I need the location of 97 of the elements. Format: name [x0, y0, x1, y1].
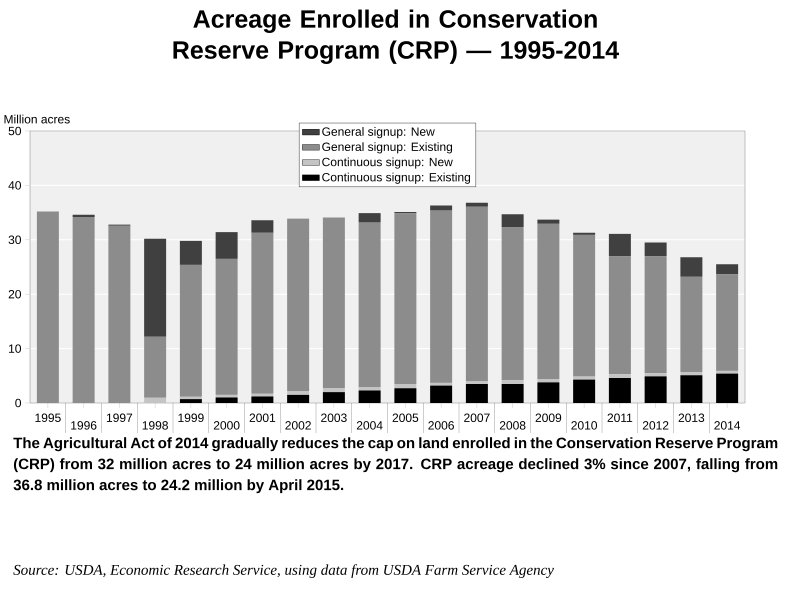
bar: [502, 227, 524, 380]
bar: [180, 264, 202, 396]
bar: [466, 202, 488, 207]
bar: [502, 214, 524, 228]
x-tick-label: 2006: [428, 421, 454, 430]
x-tick-label: 1997: [106, 414, 132, 422]
bar: [322, 217, 345, 388]
bar: [608, 378, 631, 403]
x-tick-label: 2001: [250, 414, 276, 422]
y-tick-label: 20: [8, 290, 22, 298]
bar: [358, 390, 381, 403]
x-tick-label: 2004: [356, 421, 383, 430]
legend-label: General signup: New: [322, 127, 435, 138]
bar: [537, 220, 560, 224]
text: Source: USDA, Economic Research Service, using data from USDA Farm Service Agency: [13, 564, 554, 578]
chart-title: Acreage Enrolled in Conservation Reserve Program (CRP) — 1995-2014: [173, 10, 620, 64]
bar: [466, 206, 488, 382]
y-tick-label: 50: [8, 126, 22, 136]
bar: [216, 398, 238, 403]
bar: [430, 206, 452, 210]
bar: [180, 399, 202, 403]
bar: [144, 336, 166, 398]
bar: [322, 392, 345, 403]
x-tick-label: 2011: [608, 414, 632, 422]
x-tick-label: 2003: [321, 414, 347, 422]
x-tick-label: 2007: [464, 414, 490, 422]
bar: [608, 374, 631, 378]
bar: [502, 380, 524, 384]
bar: [430, 210, 452, 383]
bar: [680, 375, 702, 403]
bar: [144, 398, 166, 403]
bar: [430, 386, 452, 403]
bar: [716, 274, 738, 371]
bar: [144, 238, 166, 337]
bar: [573, 376, 596, 380]
x-tick-label: 2010: [571, 421, 598, 430]
bar: [430, 382, 452, 386]
legend-label: Continuous signup: New: [322, 157, 453, 169]
bar: [466, 384, 488, 403]
bar: [216, 394, 238, 398]
bar: [502, 384, 524, 403]
y-tick-label: 40: [8, 181, 22, 190]
legend-label: Continuous signup: Existing: [322, 172, 470, 184]
bar: [537, 223, 560, 380]
bar: [287, 218, 310, 392]
y-axis-title: Million acres: [4, 114, 70, 124]
bar: [716, 264, 738, 274]
bar: [358, 222, 381, 388]
bar: [216, 258, 238, 395]
y-tick-label: 0: [15, 398, 22, 408]
bar: [680, 276, 702, 372]
bar: [573, 380, 596, 403]
x-tick-label: 1995: [35, 414, 61, 422]
bar: [680, 257, 702, 277]
bar: [358, 213, 381, 222]
bar: [644, 242, 667, 256]
legend-label: General signup: Existing: [322, 142, 452, 154]
bar: [537, 382, 560, 403]
x-tick-label: 2009: [536, 414, 562, 422]
bar: [466, 381, 488, 384]
y-tick-label: 10: [9, 344, 22, 353]
bar: [537, 379, 560, 382]
x-tick-label: 2012: [642, 421, 668, 430]
bar: [644, 256, 667, 374]
y-tick-label: 30: [8, 236, 22, 244]
x-tick-label: 2008: [500, 421, 526, 430]
bar: [358, 387, 381, 390]
bar: [573, 234, 596, 376]
bar: [644, 376, 667, 403]
bar: [716, 370, 738, 374]
bar: [251, 232, 274, 394]
bar: [716, 374, 738, 403]
bar: [180, 240, 202, 265]
x-tick-label: 2005: [392, 414, 418, 422]
bar: [251, 394, 274, 396]
bar: [322, 388, 345, 392]
text: The Agricultural Act of 2014 gradually reduces the cap on land enrolled in the Conservation Reserve Program (CRP) from 32 million acres to 24 million acres by 2017. CRP acreage declined 3% since 2007, falling from 36.8 million acres to 24.2 million by April 2015.: [13, 437, 778, 494]
bar: [644, 373, 667, 376]
bar: [287, 391, 310, 395]
bar: [394, 213, 416, 384]
bar: [216, 232, 238, 259]
bar: [180, 396, 202, 400]
bar: [680, 372, 702, 376]
bar: [608, 234, 631, 256]
bar: [608, 256, 631, 374]
x-tick-label: 2013: [678, 414, 704, 422]
x-tick-label: 1999: [178, 414, 204, 422]
x-tick-label: 1996: [71, 421, 96, 430]
bar: [287, 394, 310, 403]
bar: [394, 384, 416, 388]
bar: [394, 388, 416, 403]
x-tick-label: 2014: [714, 421, 740, 430]
x-tick-label: 1998: [142, 421, 168, 430]
x-tick-label: 2002: [285, 421, 311, 430]
bar: [251, 396, 274, 403]
x-tick-label: 2000: [214, 421, 240, 430]
bar: [251, 220, 274, 233]
